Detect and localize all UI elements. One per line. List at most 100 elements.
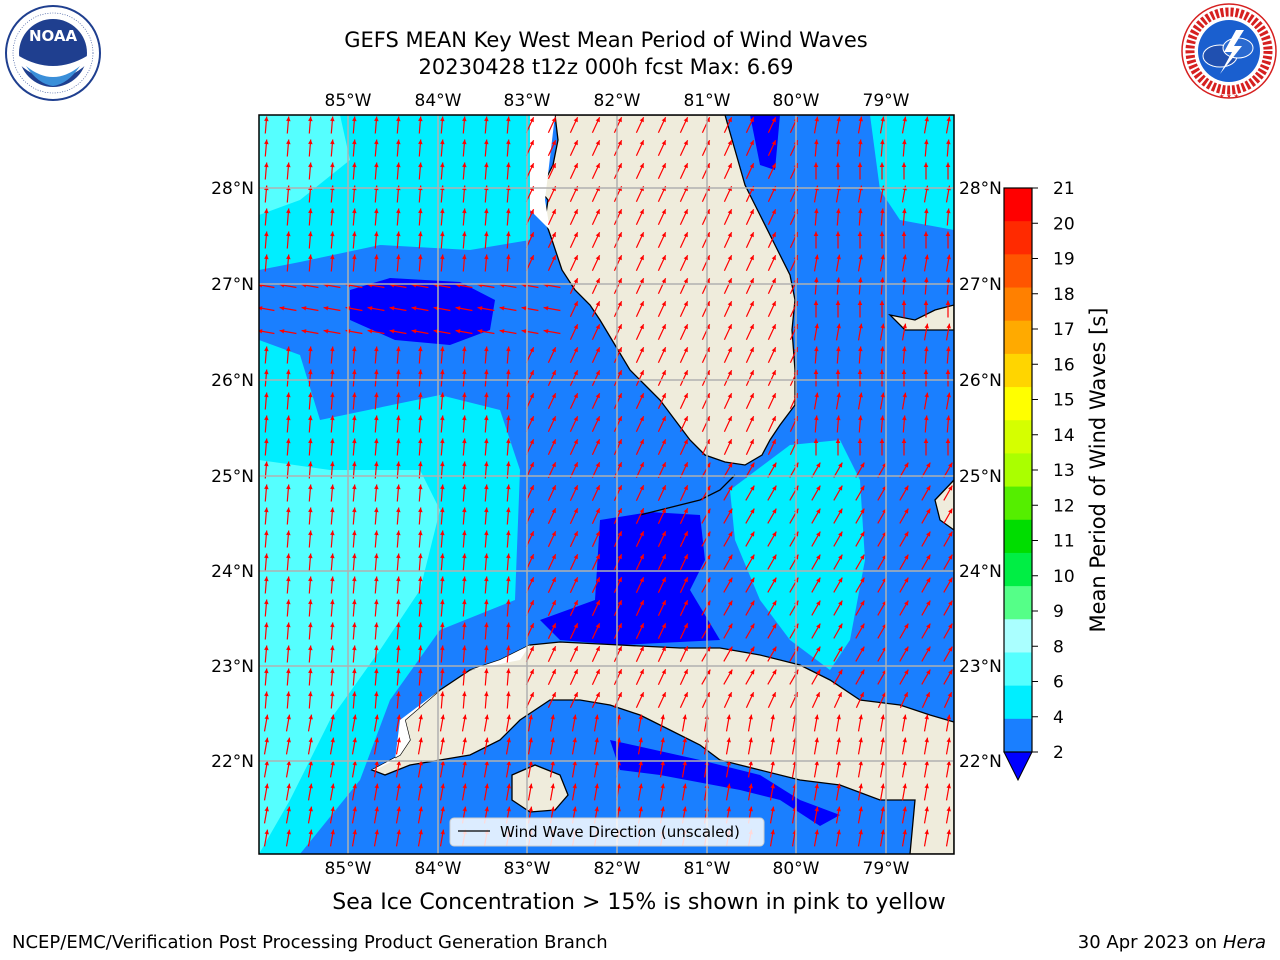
wave-arrow-head xyxy=(683,324,688,330)
wave-arrow-head xyxy=(440,507,445,513)
wave-arrow-head xyxy=(880,254,885,260)
wave-arrow-head xyxy=(617,255,622,261)
wave-arrow-head xyxy=(595,347,600,353)
wave-arrow-head xyxy=(926,577,931,583)
wave-arrow-head xyxy=(374,116,379,122)
wave-arrow-head xyxy=(838,577,843,583)
wave-arrow-head xyxy=(835,300,841,305)
wave-arrow-head xyxy=(264,346,269,352)
wave-arrow-head xyxy=(859,692,864,698)
colorbar-bin xyxy=(1004,353,1032,388)
wave-arrow-head xyxy=(682,760,687,766)
wave-arrow-head xyxy=(683,347,688,353)
wave-arrow-head xyxy=(706,600,711,606)
wave-arrow-head xyxy=(308,208,313,214)
wave-arrow-head xyxy=(396,415,401,421)
wave-arrow-head xyxy=(924,208,929,214)
wave-arrow-head xyxy=(440,806,445,812)
wave-arrow-head xyxy=(462,553,467,559)
footer-machine: Hera xyxy=(1222,932,1266,953)
wave-arrow-head xyxy=(286,622,291,628)
wave-arrow-head xyxy=(902,760,907,766)
wave-arrow-head xyxy=(924,254,929,260)
isla-de-la-juventud xyxy=(511,764,569,813)
wave-arrow-head xyxy=(462,622,467,628)
wave-arrow-head xyxy=(727,347,732,353)
wave-arrow-head xyxy=(749,416,754,422)
wave-arrow-head xyxy=(639,623,644,629)
colorbar-bin xyxy=(1004,552,1032,587)
wave-arrow-head xyxy=(902,208,907,214)
wave-arrow-head xyxy=(924,760,929,766)
graticule xyxy=(259,115,954,854)
wave-arrow-head xyxy=(595,370,600,376)
wave-arrow-head xyxy=(749,255,754,261)
wave-arrow-head xyxy=(374,139,379,145)
wave-arrow-head xyxy=(440,599,445,605)
colorbar-bin xyxy=(1004,287,1032,322)
wave-arrow-head xyxy=(374,645,379,651)
wave-arrow-head xyxy=(727,232,732,238)
wave-arrow-head xyxy=(858,714,863,720)
wave-arrow-head xyxy=(484,392,489,398)
colorbar-tick-label: 19 xyxy=(1053,250,1075,270)
wave-arrow-head xyxy=(683,646,688,652)
wave-arrow-head xyxy=(506,392,511,398)
wave-arrow-head xyxy=(660,783,665,789)
wave-arrow-head xyxy=(462,392,467,398)
wave-arrow-head xyxy=(286,668,291,674)
wave-arrow-head xyxy=(352,415,357,421)
wave-arrow-head xyxy=(286,461,291,467)
wave-arrow-head xyxy=(728,531,733,537)
wave-arrow-head xyxy=(418,484,423,490)
wave-arrow-head xyxy=(904,508,909,514)
wave-arrow-head xyxy=(772,554,777,560)
wave-arrow-head xyxy=(836,139,841,145)
wave-arrow-head xyxy=(901,369,907,374)
wave-arrow-head xyxy=(595,209,600,215)
wave-arrow-head xyxy=(506,116,511,122)
wave-arrow-head xyxy=(814,392,819,398)
wave-arrow-head xyxy=(573,209,578,215)
colorbar-tick-label: 15 xyxy=(1053,391,1075,411)
wave-arrow-head xyxy=(573,255,578,261)
wave-arrow-head xyxy=(726,806,731,812)
wave-arrow-head xyxy=(440,346,445,352)
wave-arrow-head xyxy=(374,392,379,398)
lon-label-bottom: 85°W xyxy=(325,859,372,879)
lat-label-right: 22°N xyxy=(959,752,1002,772)
wave-arrow-head xyxy=(506,369,511,375)
wave-arrow-head xyxy=(683,462,688,468)
wave-arrow-head xyxy=(396,369,401,375)
wave-arrow-head xyxy=(477,329,483,334)
wave-arrow-head xyxy=(638,806,643,812)
wave-arrow-head xyxy=(945,369,951,374)
wave-arrow-head xyxy=(639,255,644,261)
wave-arrow-head xyxy=(396,346,401,352)
lon-label-top: 85°W xyxy=(325,91,372,111)
wave-arrow-head xyxy=(706,462,711,468)
wave-arrow-head xyxy=(484,507,489,513)
wave-arrow-head xyxy=(946,392,951,398)
wave-arrow-head xyxy=(352,139,357,145)
colorbar-bin xyxy=(1004,453,1032,488)
wave-arrow-head xyxy=(836,783,841,789)
wave-arrow-head xyxy=(286,783,291,789)
wave-arrow-head xyxy=(551,416,556,422)
wave-arrow-head xyxy=(506,599,511,605)
wave-arrow-head xyxy=(816,485,821,491)
wave-arrow-head xyxy=(418,829,423,835)
wave-arrow-head xyxy=(440,231,445,237)
wave-arrow-head xyxy=(440,737,445,743)
wave-arrow-head xyxy=(661,370,666,376)
wave-arrow-head xyxy=(308,231,313,237)
wave-arrow-head xyxy=(418,116,423,122)
wave-arrow-head xyxy=(506,208,511,214)
wave-arrow-head xyxy=(750,462,755,468)
wave-arrow-head xyxy=(506,530,511,536)
wave-arrow-head xyxy=(926,485,931,491)
wave-arrow-head xyxy=(308,599,313,605)
wave-arrow-head xyxy=(946,737,951,743)
wave-arrow-head xyxy=(836,714,841,720)
wave-arrow-head xyxy=(683,209,688,215)
